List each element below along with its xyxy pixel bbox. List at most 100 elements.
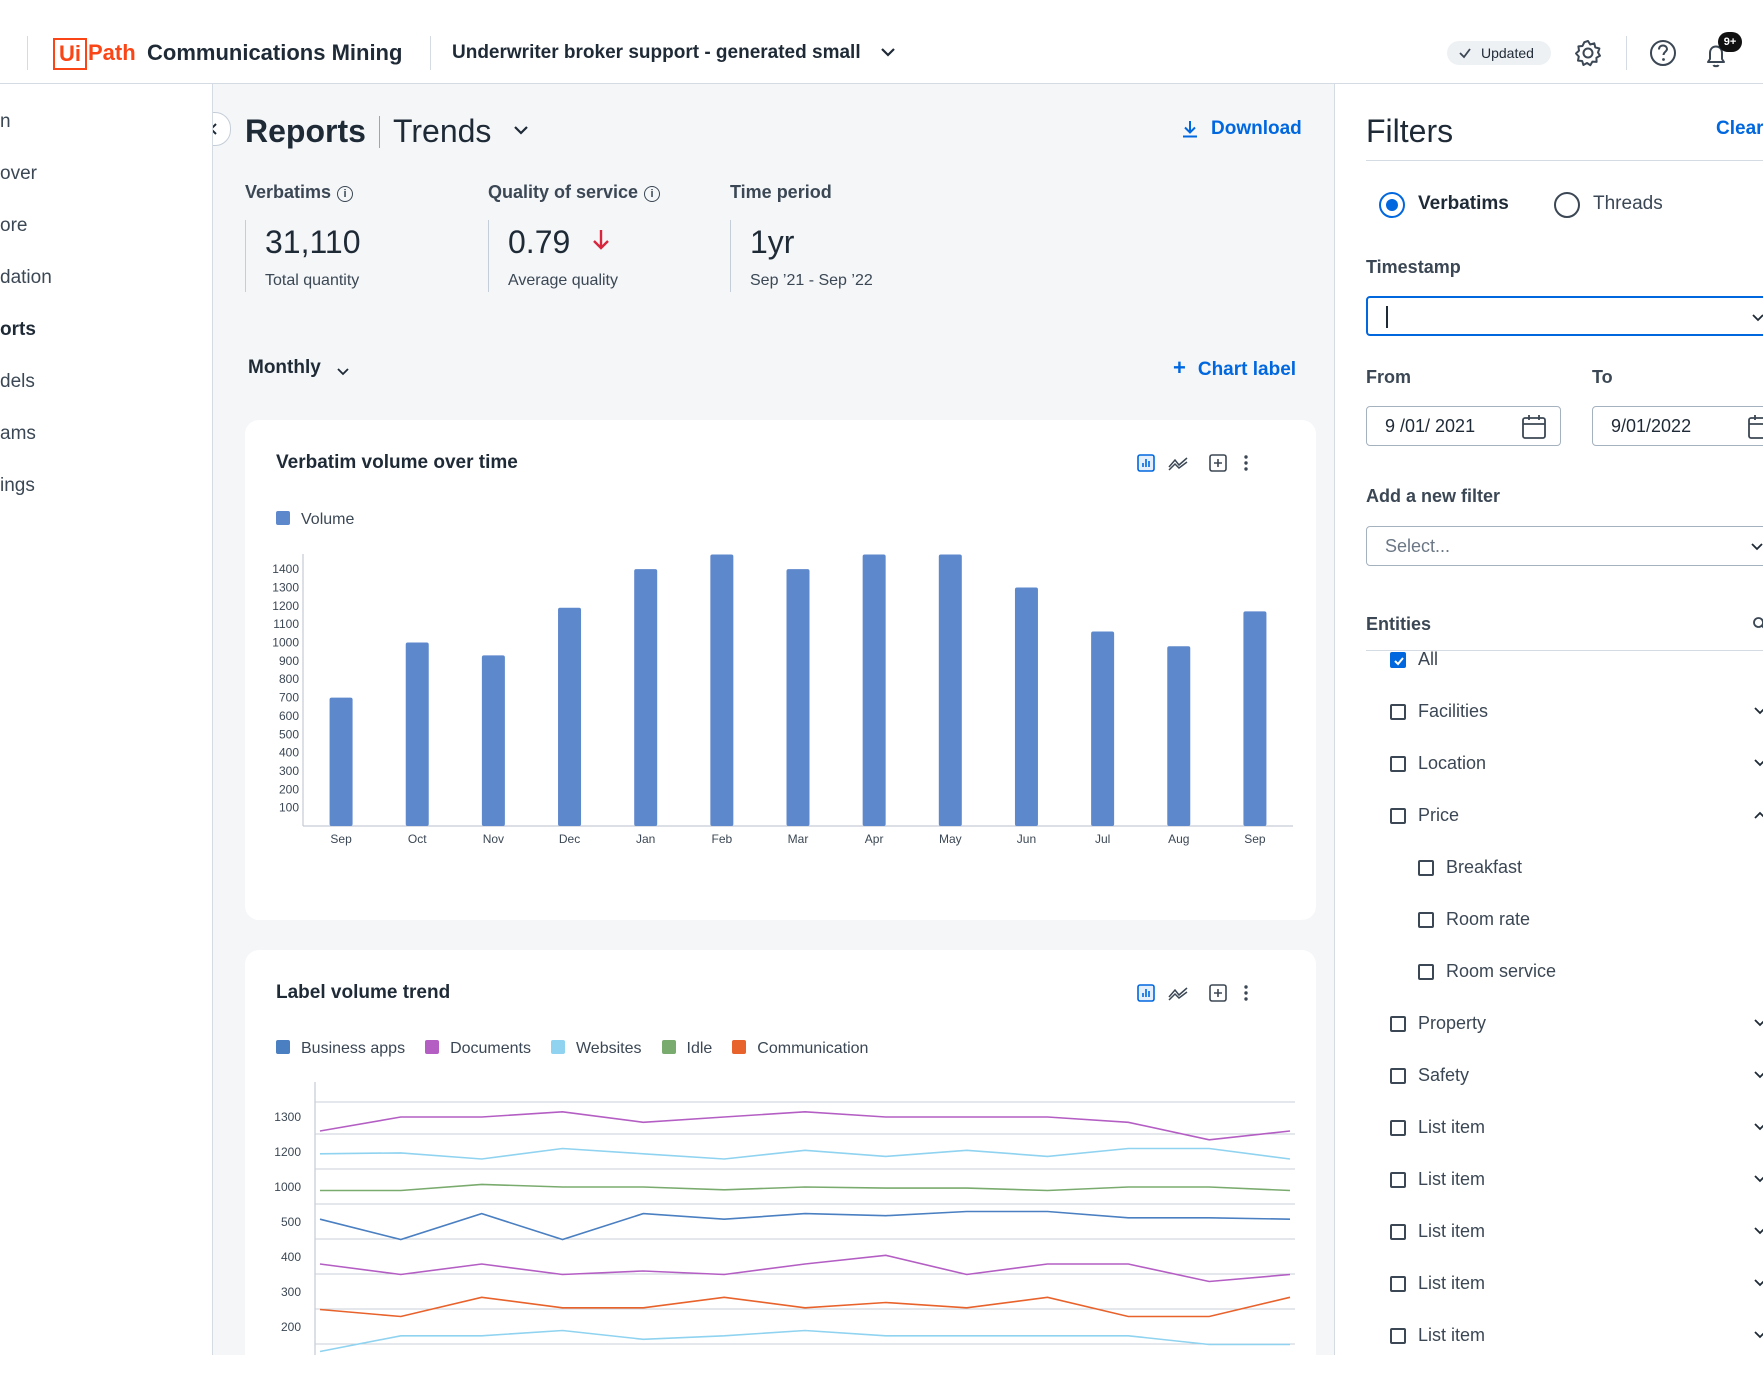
bar[interactable]: [481, 655, 505, 826]
bar[interactable]: [1167, 646, 1191, 826]
chevron-down-icon[interactable]: [1752, 1015, 1763, 1031]
info-icon[interactable]: i: [337, 186, 354, 202]
clear-filters-button[interactable]: Clear: [1716, 118, 1763, 139]
bar[interactable]: [558, 607, 582, 826]
legend-item[interactable]: Idle: [661, 1038, 712, 1060]
expand-icon[interactable]: [1207, 452, 1229, 474]
expand-icon[interactable]: [1207, 982, 1229, 1004]
chevron-down-icon[interactable]: [1752, 1171, 1763, 1187]
legend-item[interactable]: Business apps: [276, 1038, 405, 1060]
legend-item[interactable]: Communication: [732, 1038, 868, 1060]
radio-threads-label[interactable]: Threads: [1593, 193, 1663, 214]
entity-label[interactable]: Location: [1418, 753, 1487, 773]
bell-icon[interactable]: [1700, 39, 1732, 71]
from-date-field[interactable]: 9 /01/ 2021: [1366, 406, 1561, 446]
sidebar-item-2[interactable]: over: [0, 163, 37, 184]
period-select[interactable]: Monthly: [248, 357, 321, 378]
series-line[interactable]: [319, 1329, 1290, 1353]
chevron-down-icon[interactable]: [1752, 1223, 1763, 1239]
calendar-icon[interactable]: [1747, 414, 1763, 440]
entity-checkbox[interactable]: [1390, 1224, 1406, 1240]
legend-item[interactable]: Websites: [550, 1038, 642, 1060]
entity-checkbox[interactable]: [1418, 860, 1434, 876]
chevron-down-icon[interactable]: [1752, 1119, 1763, 1135]
entity-label[interactable]: List item: [1418, 1221, 1486, 1241]
chevron-up-icon[interactable]: [1752, 807, 1763, 823]
entity-checkbox[interactable]: [1390, 704, 1406, 720]
entity-checkbox[interactable]: [1390, 652, 1406, 668]
add-chart-label-button[interactable]: + Chart label: [1173, 356, 1296, 382]
calendar-icon[interactable]: [1521, 414, 1547, 440]
entity-checkbox[interactable]: [1390, 1068, 1406, 1084]
entity-checkbox[interactable]: [1390, 1172, 1406, 1188]
add-filter-select[interactable]: Select...: [1366, 526, 1763, 566]
info-icon[interactable]: i: [644, 186, 661, 202]
entity-label[interactable]: List item: [1418, 1169, 1486, 1189]
chevron-down-icon[interactable]: [1752, 1275, 1763, 1291]
sidebar-item-6[interactable]: dels: [0, 371, 35, 392]
sidebar-item-8[interactable]: ings: [0, 475, 35, 496]
entity-label[interactable]: List item: [1418, 1273, 1486, 1293]
entity-label[interactable]: Safety: [1418, 1065, 1470, 1085]
legend-item[interactable]: Documents: [425, 1038, 531, 1060]
entity-label[interactable]: Price: [1418, 805, 1460, 825]
bar[interactable]: [938, 554, 962, 826]
series-line[interactable]: [319, 1296, 1291, 1318]
sidebar-item-4[interactable]: dation: [0, 267, 52, 288]
chevron-down-icon[interactable]: [335, 364, 351, 380]
more-options-icon[interactable]: [1235, 982, 1257, 1004]
entity-label[interactable]: Property: [1418, 1013, 1487, 1033]
sidebar-item-1[interactable]: n: [0, 111, 11, 132]
series-line[interactable]: [319, 1254, 1291, 1283]
bar[interactable]: [1243, 611, 1267, 826]
series-line[interactable]: [319, 1147, 1291, 1160]
to-date-field[interactable]: 9/01/2022: [1592, 406, 1763, 446]
chevron-down-icon[interactable]: [1752, 755, 1763, 771]
chevron-down-icon[interactable]: [1752, 1067, 1763, 1083]
entity-checkbox[interactable]: [1390, 808, 1406, 824]
chevron-down-icon[interactable]: [1752, 703, 1763, 719]
bar-chart-icon[interactable]: [1135, 982, 1157, 1004]
entity-label[interactable]: Facilities: [1418, 701, 1489, 721]
entity-checkbox[interactable]: [1390, 1016, 1406, 1032]
entity-checkbox[interactable]: [1390, 756, 1406, 772]
entity-label[interactable]: Room rate: [1446, 909, 1531, 929]
view-selector[interactable]: Trends: [393, 113, 492, 149]
bar[interactable]: [1091, 631, 1115, 826]
bar-chart-icon[interactable]: [1135, 452, 1157, 474]
radio-verbatims[interactable]: [1379, 192, 1405, 218]
timestamp-select[interactable]: [1366, 296, 1763, 336]
entity-checkbox[interactable]: [1418, 912, 1434, 928]
bar[interactable]: [1014, 587, 1038, 826]
sidebar-item-7[interactable]: ams: [0, 423, 36, 444]
entity-label[interactable]: Breakfast: [1446, 857, 1523, 877]
series-line[interactable]: [319, 1210, 1291, 1241]
radio-verbatims-label[interactable]: Verbatims: [1418, 193, 1509, 214]
bar[interactable]: [405, 642, 429, 826]
chevron-down-icon[interactable]: [878, 42, 898, 62]
search-icon[interactable]: [1752, 616, 1763, 632]
entity-label[interactable]: All: [1418, 649, 1439, 669]
sidebar-item-3[interactable]: ore: [0, 215, 28, 236]
bar[interactable]: [634, 569, 658, 826]
more-options-icon[interactable]: [1235, 452, 1257, 474]
radio-threads[interactable]: [1554, 192, 1580, 218]
bar[interactable]: [710, 554, 734, 826]
entity-label[interactable]: Room service: [1446, 961, 1557, 981]
help-icon[interactable]: [1647, 37, 1679, 69]
series-line[interactable]: [320, 1183, 1291, 1192]
bar[interactable]: [862, 554, 886, 826]
entity-label[interactable]: List item: [1418, 1117, 1486, 1137]
sidebar-item-reports[interactable]: orts: [0, 319, 36, 340]
bar[interactable]: [786, 569, 810, 826]
chevron-down-icon[interactable]: [511, 120, 531, 140]
entity-label[interactable]: List item: [1418, 1325, 1486, 1345]
gear-icon[interactable]: [1572, 37, 1604, 69]
entity-checkbox[interactable]: [1390, 1276, 1406, 1292]
line-chart-icon[interactable]: [1167, 452, 1189, 474]
collapse-sidebar-button[interactable]: [213, 112, 231, 146]
dataset-selector[interactable]: Underwriter broker support - generated s…: [452, 42, 861, 63]
legend-item[interactable]: Volume: [276, 509, 354, 531]
line-chart-icon[interactable]: [1167, 982, 1189, 1004]
entity-checkbox[interactable]: [1390, 1328, 1406, 1344]
